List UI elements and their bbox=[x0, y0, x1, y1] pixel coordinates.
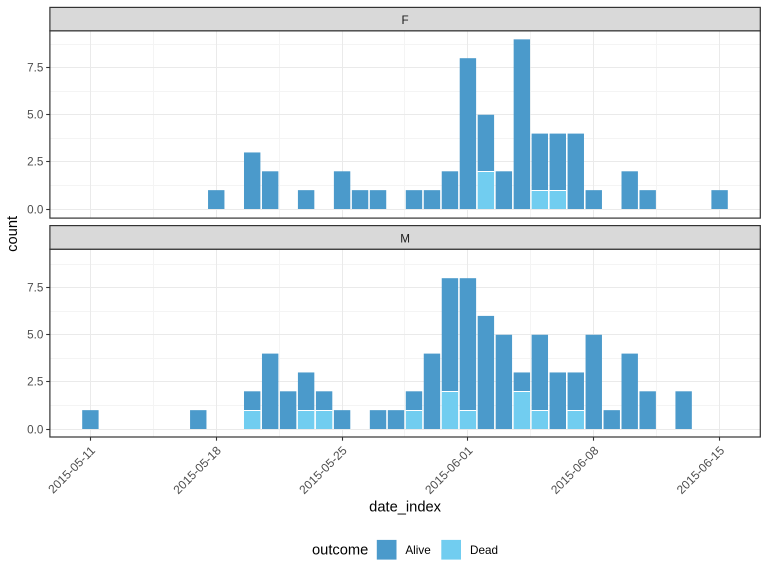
svg-text:0.0: 0.0 bbox=[27, 424, 44, 437]
svg-text:0.0: 0.0 bbox=[27, 204, 44, 217]
svg-text:2.5: 2.5 bbox=[27, 156, 44, 169]
svg-text:M: M bbox=[400, 232, 410, 245]
svg-text:count: count bbox=[5, 216, 21, 252]
svg-text:2.5: 2.5 bbox=[27, 376, 44, 389]
svg-text:date_index: date_index bbox=[369, 500, 442, 516]
svg-text:7.5: 7.5 bbox=[27, 62, 44, 75]
svg-text:outcome: outcome bbox=[312, 543, 368, 559]
svg-text:7.5: 7.5 bbox=[27, 282, 44, 295]
svg-text:F: F bbox=[402, 14, 409, 27]
svg-text:5.0: 5.0 bbox=[27, 329, 44, 342]
svg-text:Dead: Dead bbox=[470, 544, 498, 557]
svg-text:5.0: 5.0 bbox=[27, 109, 44, 122]
svg-text:Alive: Alive bbox=[405, 544, 430, 557]
